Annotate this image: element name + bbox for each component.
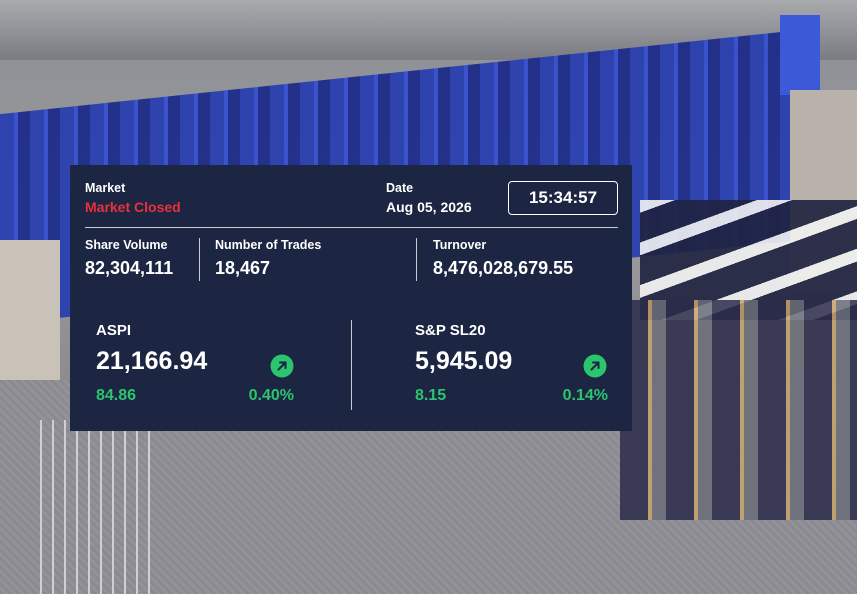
divider [416, 238, 417, 281]
stat-label: Turnover [433, 238, 487, 252]
index-name: S&P SL20 [415, 322, 486, 339]
index-change: 8.15 [415, 387, 447, 404]
date-label: Date [386, 181, 414, 195]
divider [199, 238, 200, 281]
railing [40, 420, 160, 594]
up-arrow-icon [583, 354, 607, 378]
index-name: ASPI [96, 322, 132, 339]
date-value: Aug 05, 2026 [386, 199, 472, 215]
up-arrow-icon [270, 354, 294, 378]
stat-value: 8,476,028,679.55 [433, 258, 574, 278]
index-value: 21,166.94 [96, 347, 208, 375]
index-value: 5,945.09 [415, 347, 513, 375]
index-percent: 0.40% [248, 387, 294, 404]
stat-value: 82,304,111 [85, 258, 174, 278]
market-status: Market Closed [85, 199, 181, 215]
stat-value: 18,467 [215, 258, 271, 278]
ticker-screen [780, 15, 820, 95]
clock: 15:34:57 [508, 181, 618, 215]
index-percent: 0.14% [562, 387, 608, 404]
index-change: 84.86 [96, 387, 137, 404]
market-panel: Market Market Closed Date Aug 05, 2026 1… [70, 165, 632, 431]
divider [85, 227, 618, 228]
divider [351, 320, 352, 410]
market-label: Market [85, 181, 126, 195]
stat-label: Share Volume [85, 238, 168, 252]
stat-label: Number of Trades [215, 238, 322, 252]
chairs [620, 300, 857, 520]
